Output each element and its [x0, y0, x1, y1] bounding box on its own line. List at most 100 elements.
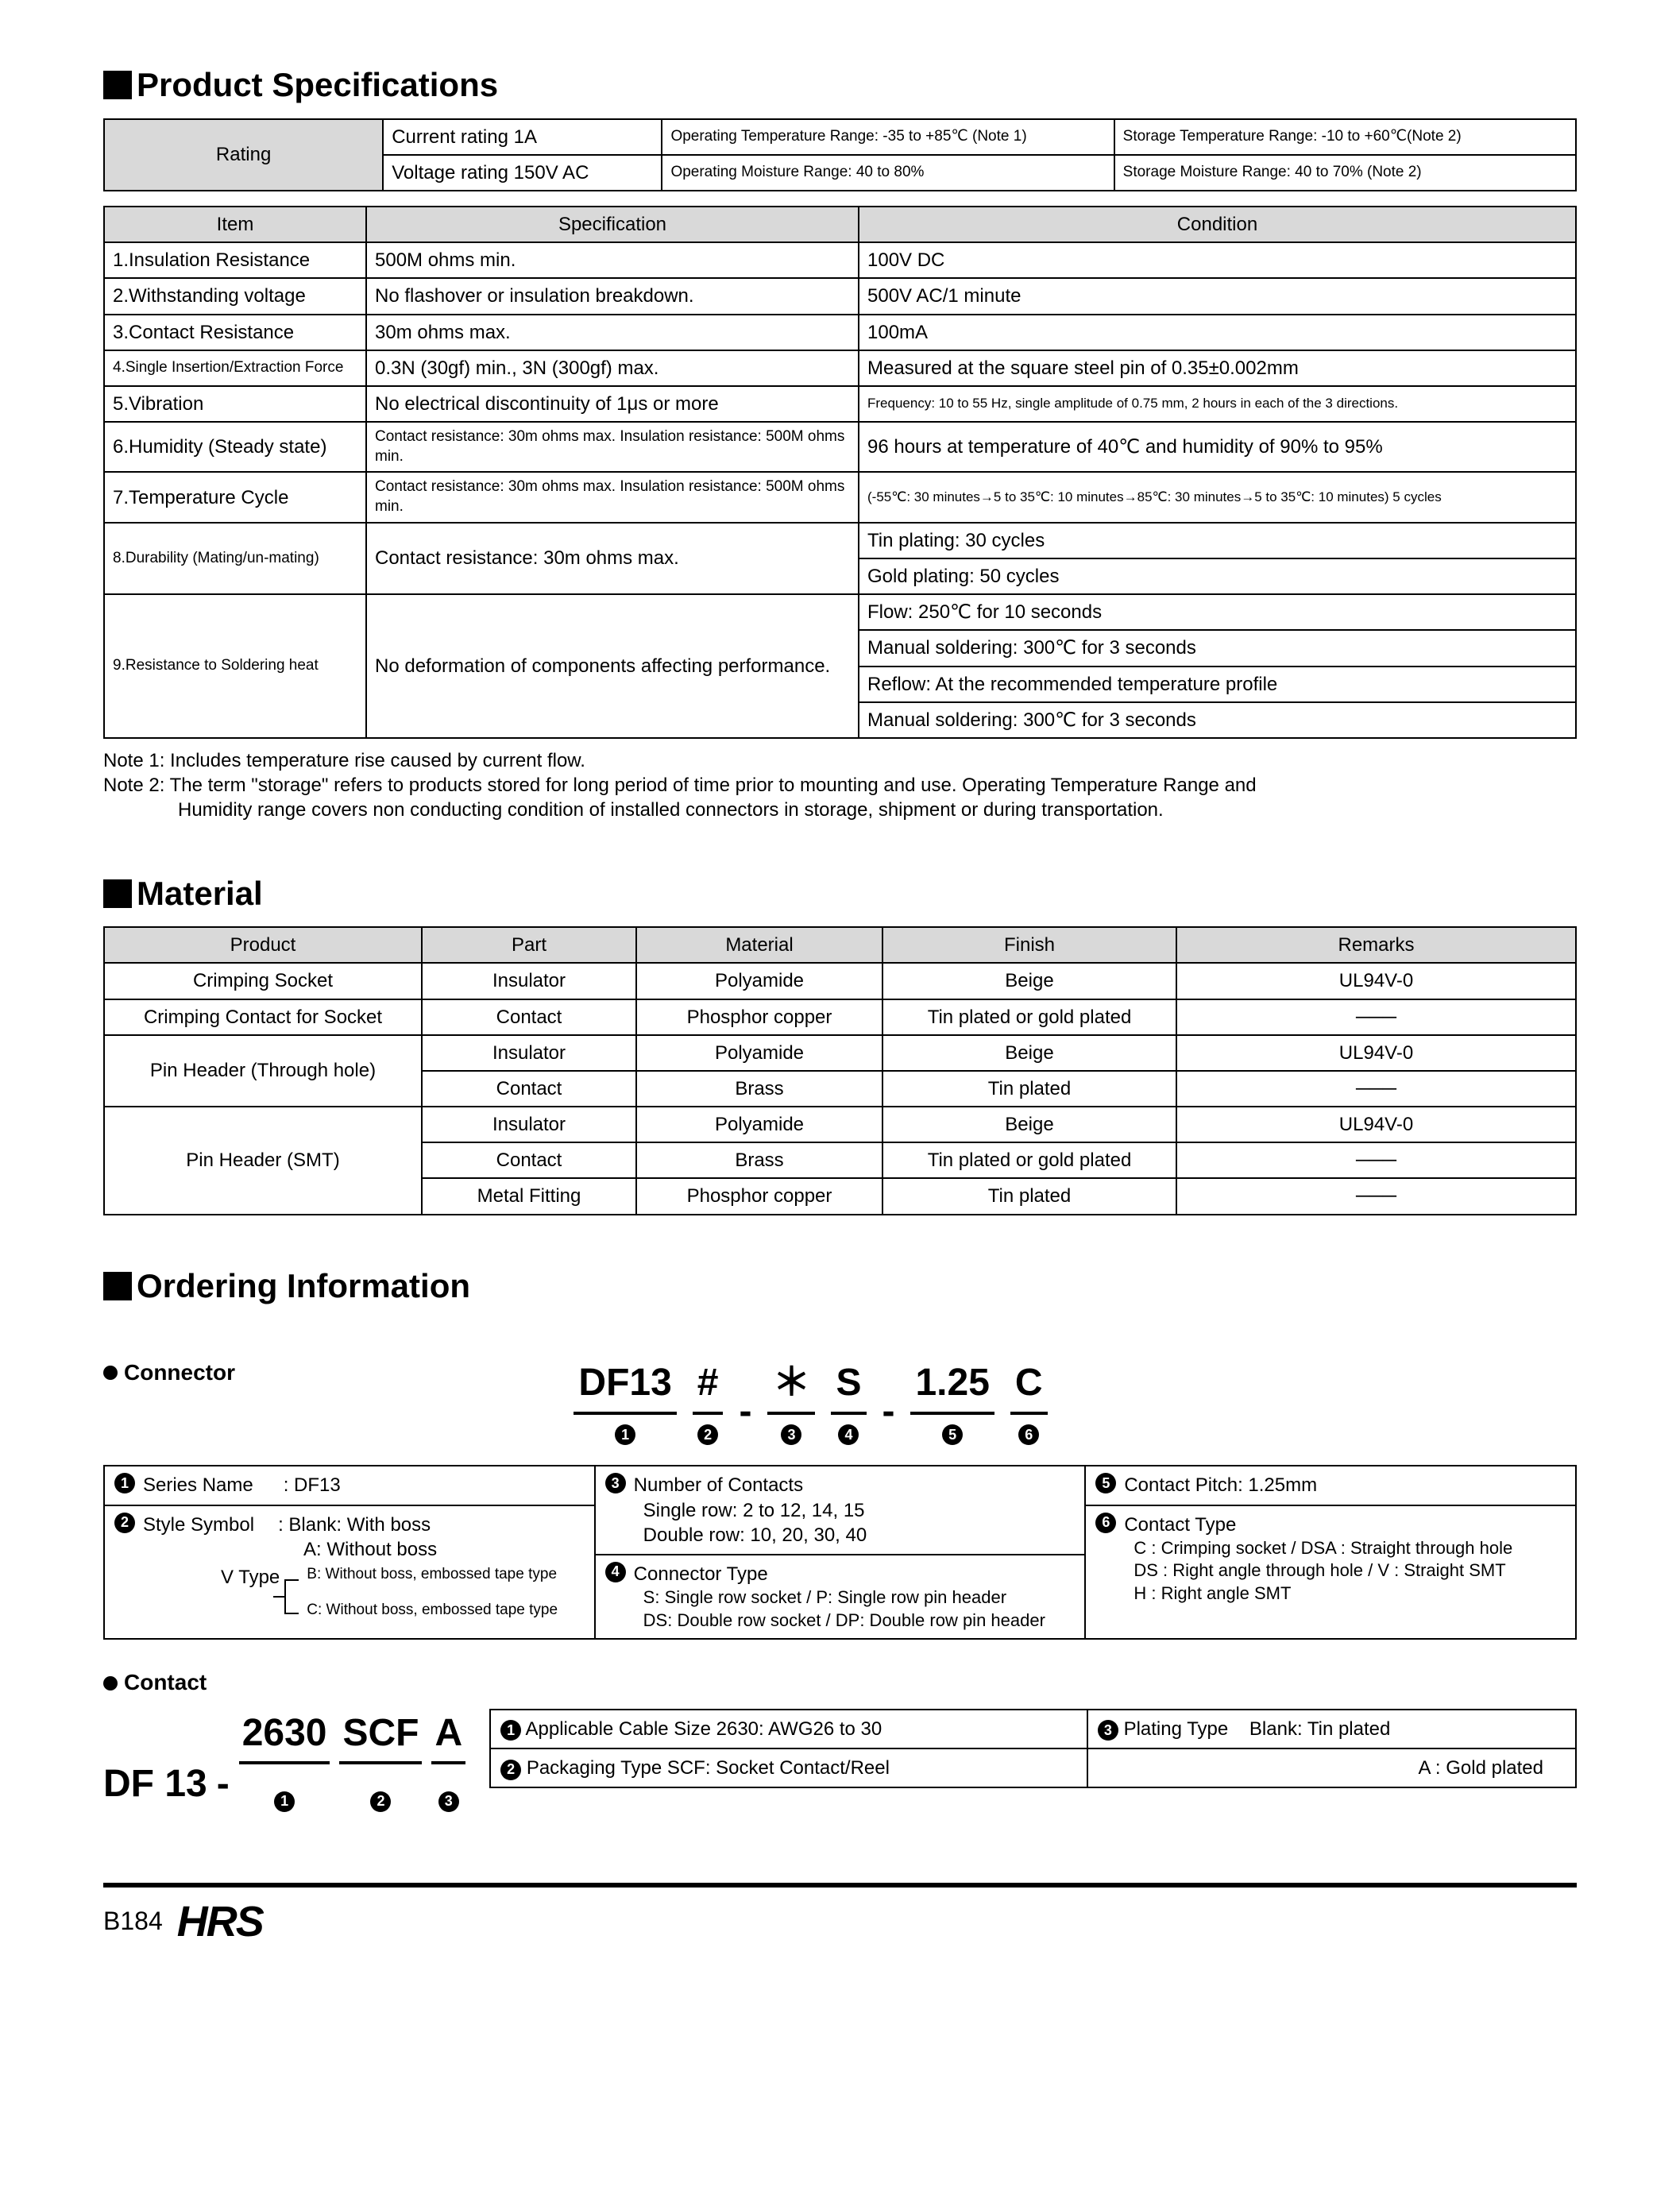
cpn-p3: A	[431, 1709, 465, 1764]
hrs-logo: HRS	[177, 1894, 263, 1949]
rating-r2c2: Operating Moisture Range: 40 to 80%	[662, 155, 1114, 191]
pn-p4: S	[831, 1358, 866, 1414]
pn-num-3: 3	[781, 1424, 801, 1445]
contact-partnumber: DF 13 - 26301 SCF2 A3	[103, 1709, 465, 1819]
spec-r8-c2: Gold plating: 50 cycles	[859, 558, 1576, 594]
section-title-ordering-text: Ordering Information	[137, 1265, 470, 1308]
clegend-1: 1 Applicable Cable Size 2630: AWG26 to 3…	[490, 1710, 1087, 1748]
clegend-1-text: Applicable Cable Size 2630: AWG26 to 30	[526, 1718, 882, 1740]
spec-r9-item: 9.Resistance to Soldering heat	[104, 594, 366, 738]
mat-finish: Tin plated or gold plated	[882, 999, 1176, 1035]
spec-cond: 500V AC/1 minute	[859, 278, 1576, 314]
leg-4-icon: 4	[605, 1562, 626, 1582]
spec-spec: 0.3N (30gf) min., 3N (300gf) max.	[366, 350, 859, 386]
pn-p1: DF13	[574, 1358, 676, 1414]
mat-finish: Tin plated	[882, 1071, 1176, 1107]
vtype-label: V Type	[221, 1565, 284, 1590]
leg-3-icon: 3	[605, 1473, 626, 1493]
leg-2-lbl: Style Symbol	[143, 1513, 254, 1537]
pn-p6: C	[1010, 1358, 1048, 1414]
contact-subhead: Contact	[103, 1668, 1577, 1697]
mat-remarks: ───	[1176, 1142, 1576, 1178]
spec-table: Item Specification Condition 1.Insulatio…	[103, 206, 1577, 739]
mat-part: Insulator	[422, 1035, 636, 1071]
connector-subhead: Connector	[103, 1358, 235, 1387]
mat-h-product: Product	[104, 927, 422, 963]
mat-part: Insulator	[422, 1107, 636, 1142]
leg-2-a: A: Without boss	[114, 1537, 585, 1562]
page-number: B184	[103, 1905, 163, 1938]
pn-num-1: 1	[615, 1424, 635, 1445]
section-title-material: Material	[103, 872, 1577, 916]
mat-material: Polyamide	[636, 1107, 882, 1142]
spec-r8-spec: Contact resistance: 30m ohms max.	[366, 523, 859, 594]
leg-2-val: : Blank: With boss	[278, 1513, 431, 1537]
rating-r1c3: Storage Temperature Range: -10 to +60℃(N…	[1114, 119, 1576, 155]
connector-legend: 1Series Name: DF13 2Style Symbol: Blank:…	[103, 1465, 1577, 1640]
rating-table: Rating Current rating 1A Operating Tempe…	[103, 118, 1577, 191]
leg-2-icon: 2	[114, 1513, 135, 1533]
spec-cond: Measured at the square steel pin of 0.35…	[859, 350, 1576, 386]
note-1: Note 1: Includes temperature rise caused…	[103, 748, 1577, 773]
mat-finish: Beige	[882, 1035, 1176, 1071]
mat-h-part: Part	[422, 927, 636, 963]
note-2a: Note 2: The term "storage" refers to pro…	[103, 773, 1577, 798]
pn-num-2: 2	[697, 1424, 718, 1445]
leg-3-a: Single row: 2 to 12, 14, 15	[605, 1498, 1076, 1523]
spec-h-item: Item	[104, 207, 366, 242]
vtype-bracket-icon	[284, 1565, 307, 1629]
leg-6-icon: 6	[1095, 1513, 1116, 1533]
spec-cond: (-55℃: 30 minutes→5 to 35℃: 10 minutes→8…	[859, 472, 1576, 522]
leg-1-val: : DF13	[284, 1473, 341, 1497]
section-title-spec: Product Specifications	[103, 64, 1577, 107]
spec-h-spec: Specification	[366, 207, 859, 242]
clegend-3c: A : Gold plated	[1087, 1748, 1576, 1787]
leg-4-lbl: Connector Type	[634, 1562, 768, 1586]
cpn-p2: SCF	[339, 1709, 422, 1764]
spec-r8-item: 8.Durability (Mating/un-mating)	[104, 523, 366, 594]
contact-legend-table: 1 Applicable Cable Size 2630: AWG26 to 3…	[489, 1709, 1577, 1788]
spec-item: 3.Contact Resistance	[104, 315, 366, 350]
spec-item: 6.Humidity (Steady state)	[104, 422, 366, 472]
spec-spec: Contact resistance: 30m ohms max. Insula…	[366, 472, 859, 522]
mat-part: Contact	[422, 1142, 636, 1178]
mat-part: Insulator	[422, 963, 636, 999]
mat-material: Brass	[636, 1071, 882, 1107]
mat-material: Phosphor copper	[636, 1178, 882, 1214]
mat-product: Crimping Contact for Socket	[104, 999, 422, 1035]
pn-p3: ＊	[767, 1358, 815, 1414]
rating-label: Rating	[104, 119, 383, 191]
pn-sep-2: -	[882, 1387, 895, 1446]
spec-item: 2.Withstanding voltage	[104, 278, 366, 314]
mat-h-material: Material	[636, 927, 882, 963]
spec-item: 5.Vibration	[104, 386, 366, 422]
leg-5-icon: 5	[1095, 1473, 1116, 1493]
mat-remarks: ───	[1176, 999, 1576, 1035]
mat-h-remarks: Remarks	[1176, 927, 1576, 963]
mat-material: Brass	[636, 1142, 882, 1178]
mat-finish: Tin plated or gold plated	[882, 1142, 1176, 1178]
leg-6-c: H : Right angle SMT	[1095, 1582, 1566, 1605]
leg-3-b: Double row: 10, 20, 30, 40	[605, 1523, 1076, 1548]
cpn-pre: DF 13	[103, 1760, 207, 1818]
pn-p2: #	[693, 1358, 724, 1414]
spec-cond: 100V DC	[859, 242, 1576, 278]
rating-r2c3: Storage Moisture Range: 40 to 70% (Note …	[1114, 155, 1576, 191]
spec-spec: 30m ohms max.	[366, 315, 859, 350]
pn-num-5: 5	[942, 1424, 963, 1445]
mat-remarks: ───	[1176, 1071, 1576, 1107]
page-footer: B184 HRS	[103, 1883, 1577, 1949]
spec-r9-c1: Flow: 250℃ for 10 seconds	[859, 594, 1576, 630]
leg-6-b: DS : Right angle through hole / V : Stra…	[1095, 1559, 1566, 1582]
note-2b: Humidity range covers non conducting con…	[178, 798, 1577, 822]
pn-sep-1: -	[739, 1387, 751, 1446]
spec-r8-c1: Tin plating: 30 cycles	[859, 523, 1576, 558]
spec-h-cond: Condition	[859, 207, 1576, 242]
cpn-p1: 2630	[239, 1709, 330, 1764]
leg-3-lbl: Number of Contacts	[634, 1473, 803, 1497]
mat-product: Crimping Socket	[104, 963, 422, 999]
spec-cond: 100mA	[859, 315, 1576, 350]
vtype-b: B: Without boss, embossed tape type	[307, 1565, 558, 1585]
leg-4-b: DS: Double row socket / DP: Double row p…	[605, 1609, 1076, 1633]
mat-h-finish: Finish	[882, 927, 1176, 963]
